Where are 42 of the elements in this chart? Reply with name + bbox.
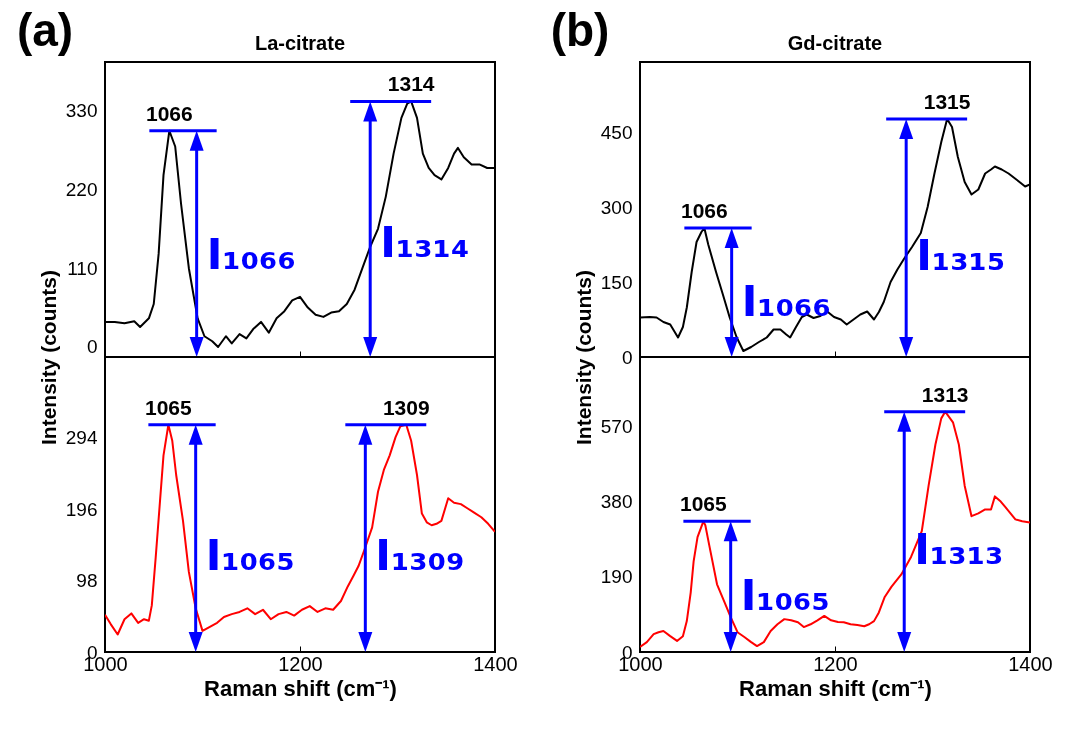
x-tick-label: 1400 — [1008, 652, 1053, 675]
chart-title: La-citrate — [254, 32, 346, 54]
annotation: 1313 — [921, 382, 969, 406]
y-tick-label: 110 — [67, 257, 98, 279]
x-tick-label: 1200 — [278, 652, 323, 675]
annotation: 1065 — [145, 395, 193, 419]
x-axis-title: Raman shift (cm⁻¹) — [739, 675, 932, 701]
annotation: 1315 — [923, 90, 971, 113]
y-tick-label: 220 — [65, 178, 98, 200]
y-tick-label: 570 — [600, 415, 633, 437]
annotation: 1314 — [387, 72, 435, 96]
annotation: I₁₀₆₆ — [206, 230, 296, 280]
annotation: 1066 — [145, 101, 193, 125]
annotation: 1309 — [382, 395, 430, 419]
y-tick-label: 98 — [76, 570, 98, 592]
y-tick-label: 196 — [65, 498, 98, 520]
y-tick-label: 150 — [600, 271, 633, 293]
annotation: I₁₃₁₄ — [380, 217, 470, 267]
annotation: I₁₃₀₉ — [375, 530, 465, 580]
y-tick-label: 294 — [65, 427, 98, 449]
y-tick-label: 300 — [600, 196, 633, 218]
annotation: I₁₀₆₆ — [741, 276, 831, 326]
y-axis-title: Intensity (counts) — [36, 269, 60, 446]
y-tick-label: 0 — [621, 346, 633, 368]
annotation: 1065 — [680, 492, 728, 516]
annotation: 1066 — [680, 199, 728, 222]
x-tick-label: 1400 — [473, 652, 518, 675]
text: (a) — [16, 4, 74, 56]
y-tick-label: 0 — [86, 336, 98, 358]
text: (b) — [550, 4, 610, 56]
annotation: I₁₃₁₅ — [916, 231, 1006, 281]
x-axis-title: Raman shift (cm⁻¹) — [204, 675, 397, 701]
annotation: I₁₀₆₅ — [740, 571, 830, 621]
y-tick-label: 380 — [600, 491, 633, 513]
y-axis-title: Intensity (counts) — [571, 269, 595, 446]
y-tick-label: 190 — [600, 566, 633, 588]
y-tick-label: 450 — [600, 121, 633, 143]
annotation: I₁₀₆₅ — [205, 530, 295, 580]
x-tick-label: 1200 — [813, 652, 858, 675]
y-tick-label: 330 — [65, 100, 98, 122]
annotation: I₁₃₁₃ — [914, 525, 1004, 575]
chart-title: Gd-citrate — [787, 32, 883, 54]
